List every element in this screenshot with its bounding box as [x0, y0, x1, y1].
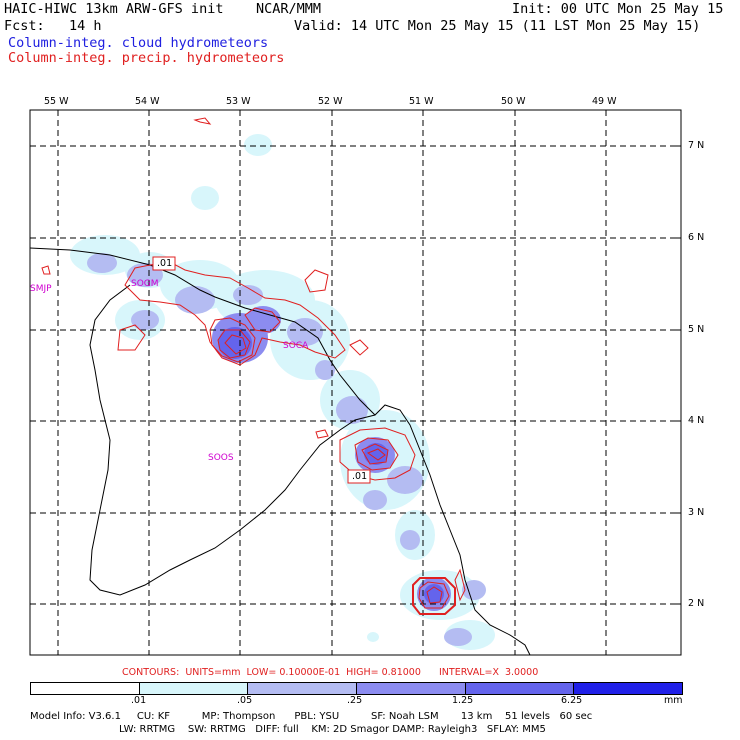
contour-value-label: .01: [352, 471, 368, 482]
field-cloud-label: Column-integ. cloud hydrometeors: [8, 35, 269, 51]
plot-title: HAIC-HIWC 13km ARW-GFS init NCAR/MMM: [4, 1, 321, 17]
colorbar-bin: [139, 683, 249, 694]
contour-label-box: [347, 469, 371, 484]
station-label: SOCA: [283, 341, 309, 351]
cloud-shading: [70, 134, 495, 650]
lat-label: 5 N: [688, 324, 705, 335]
plot-frame: [29, 109, 682, 656]
station-label: SMJP: [30, 284, 52, 294]
lat-lon-grid: [30, 110, 681, 655]
lon-label: 49 W: [592, 96, 617, 107]
lat-label: 4 N: [688, 415, 705, 426]
valid-time: Valid: 14 UTC Mon 25 May 15 (11 LST Mon …: [294, 18, 701, 34]
forecast-hour: Fcst: 14 h: [4, 18, 102, 34]
lat-label: 2 N: [688, 598, 705, 609]
model-info-line1: Model Info: V3.6.1 CU: KF MP: Thompson P…: [30, 711, 593, 722]
field-precip-label: Column-integ. precip. hydrometeors: [8, 50, 285, 66]
colorbar-bin: [574, 683, 683, 694]
contour-value-label: .01: [157, 258, 173, 269]
lon-label: 55 W: [44, 96, 69, 107]
colorbar-bin: [248, 683, 358, 694]
colorbar-tick: .25: [347, 695, 363, 706]
contour-info: CONTOURS: UNITS=mm LOW= 0.10000E-01 HIGH…: [122, 667, 539, 678]
contour-label-box: [152, 256, 176, 271]
colorbar-bin: [31, 683, 140, 694]
init-time: Init: 00 UTC Mon 25 May 15: [512, 1, 724, 17]
model-info-line2: LW: RRTMG SW: RRTMG DIFF: full KM: 2D Sm…: [30, 724, 546, 735]
station-label: SOGM: [131, 279, 159, 289]
lon-label: 54 W: [135, 96, 160, 107]
coastline: [29, 247, 531, 656]
colorbar-tick: 1.25: [452, 695, 474, 706]
colorbar-tick: 6.25: [561, 695, 583, 706]
colorbar-unit: mm: [664, 695, 683, 706]
colorbar-bin: [357, 683, 466, 694]
lon-label: 52 W: [318, 96, 343, 107]
lon-label: 53 W: [226, 96, 251, 107]
lat-label: 3 N: [688, 507, 705, 518]
lat-label: 6 N: [688, 232, 705, 243]
lon-label: 50 W: [501, 96, 526, 107]
station-label: SOOS: [208, 453, 234, 463]
colorbar-tick: .05: [237, 695, 253, 706]
precip-contours: [41, 117, 466, 615]
colorbar-tick: .01: [131, 695, 147, 706]
lat-label: 7 N: [688, 140, 705, 151]
colorbar: [30, 682, 683, 695]
lon-label: 51 W: [409, 96, 434, 107]
axis-ticks: [57, 110, 681, 605]
colorbar-bin: [465, 683, 575, 694]
